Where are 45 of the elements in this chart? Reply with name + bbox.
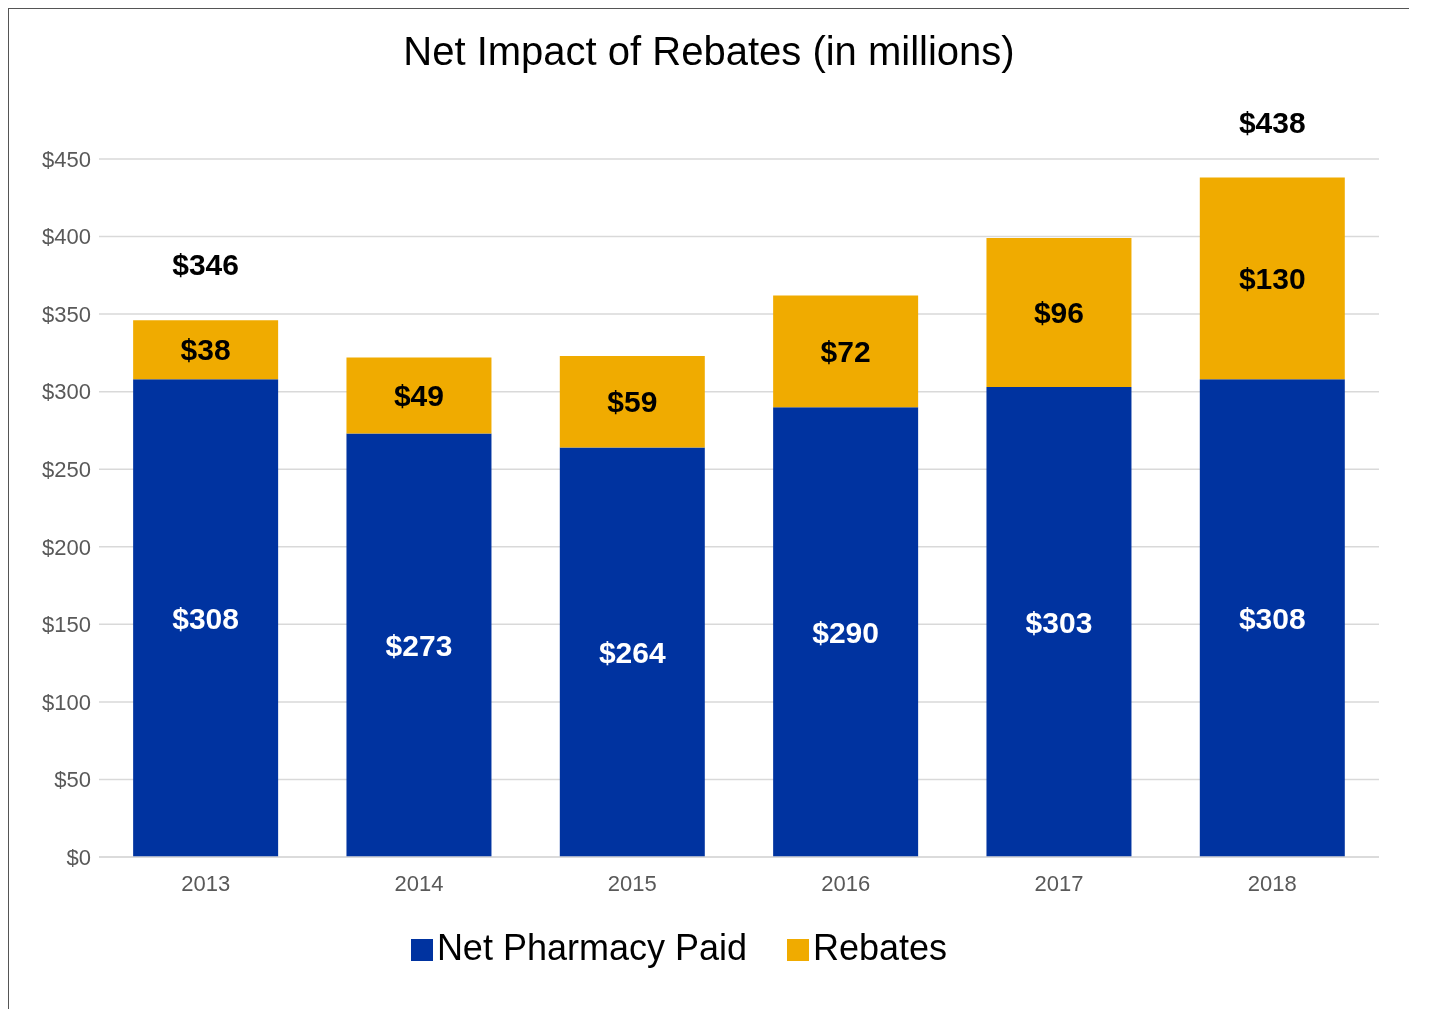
x-tick-label: 2015	[607, 870, 657, 896]
data-label: $303	[1025, 605, 1093, 639]
data-label: $96	[1033, 296, 1084, 330]
legend-label: Rebates	[813, 927, 948, 968]
bar	[773, 295, 919, 408]
bar	[1199, 177, 1345, 380]
total-label: $438	[1238, 105, 1306, 139]
data-label: $264	[598, 635, 666, 669]
data-label: $308	[1238, 601, 1306, 635]
data-label: $72	[820, 334, 871, 368]
data-label: $290	[812, 615, 880, 649]
bar	[559, 355, 705, 448]
x-tick-label: 2018	[1247, 870, 1297, 896]
bar	[986, 238, 1132, 388]
y-tick-label: $150	[42, 612, 91, 638]
bar	[559, 447, 705, 857]
bar	[773, 407, 919, 857]
y-tick-label: $200	[42, 534, 91, 560]
bar	[346, 433, 492, 857]
data-label: $38	[180, 333, 231, 367]
total-label: $346	[172, 248, 240, 282]
bar	[133, 379, 279, 857]
y-tick-label: $50	[54, 767, 91, 793]
bar	[1199, 379, 1345, 857]
bar	[346, 357, 492, 434]
y-tick-label: $300	[42, 379, 91, 405]
y-tick-label: $0	[66, 844, 91, 870]
y-tick-label: $350	[42, 301, 91, 327]
x-tick-label: 2013	[181, 870, 231, 896]
data-label: $308	[172, 601, 240, 635]
data-label: $130	[1238, 261, 1306, 295]
chart-title: Net Impact of Rebates (in millions)	[402, 28, 1016, 75]
y-tick-label: $450	[42, 146, 91, 172]
x-tick-label: 2016	[821, 870, 871, 896]
bar	[133, 320, 279, 380]
data-label: $49	[393, 379, 444, 413]
y-tick-label: $100	[42, 689, 91, 715]
legend-label: Net Pharmacy Paid	[436, 927, 748, 968]
bar	[986, 387, 1132, 857]
x-tick-label: 2014	[394, 870, 444, 896]
x-tick-label: 2017	[1034, 870, 1084, 896]
data-label: $273	[385, 628, 453, 662]
data-label: $59	[607, 385, 658, 419]
y-tick-label: $250	[42, 457, 91, 483]
y-tick-label: $400	[42, 224, 91, 250]
